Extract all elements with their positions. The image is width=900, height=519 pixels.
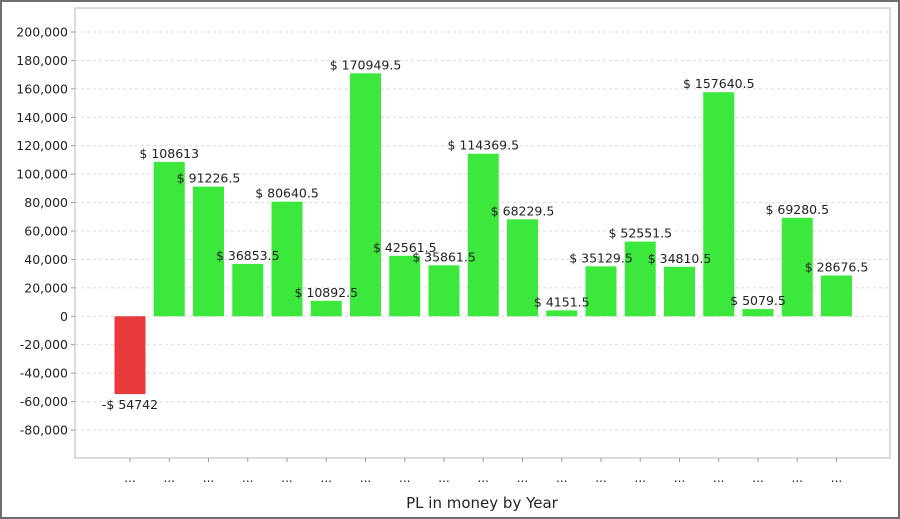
bar[interactable] bbox=[507, 219, 538, 317]
x-tick-label: ... bbox=[752, 471, 763, 485]
bars bbox=[114, 73, 852, 395]
data-label: $ 28676.5 bbox=[805, 260, 869, 275]
y-tick-label: 40,000 bbox=[24, 252, 68, 267]
y-tick-label: -60,000 bbox=[20, 394, 68, 409]
y-tick-label: 160,000 bbox=[16, 81, 68, 96]
data-label: $ 114369.5 bbox=[447, 138, 519, 153]
data-label: $ 5079.5 bbox=[730, 293, 786, 308]
bar[interactable] bbox=[546, 310, 578, 317]
x-tick-label: ... bbox=[242, 471, 253, 485]
x-axis-title: PL in money by Year bbox=[406, 494, 559, 512]
data-label: $ 170949.5 bbox=[330, 57, 402, 72]
data-label: -$ 54742 bbox=[102, 397, 158, 412]
data-label: $ 36853.5 bbox=[216, 248, 280, 263]
data-label: $ 91226.5 bbox=[177, 171, 241, 186]
bar[interactable] bbox=[781, 217, 813, 317]
y-tick-label: 60,000 bbox=[24, 224, 68, 239]
bar[interactable] bbox=[742, 309, 774, 317]
y-tick-label: 140,000 bbox=[16, 110, 68, 125]
y-tick-label: 20,000 bbox=[24, 280, 68, 295]
x-tick-label: ... bbox=[438, 471, 449, 485]
y-tick-label: 80,000 bbox=[24, 195, 68, 210]
bar[interactable] bbox=[467, 153, 499, 317]
bar[interactable] bbox=[821, 275, 852, 317]
x-tick-label: ... bbox=[635, 471, 646, 485]
x-tick-label: ... bbox=[281, 471, 292, 485]
data-label: $ 52551.5 bbox=[608, 226, 672, 241]
data-label: $ 68229.5 bbox=[491, 203, 555, 218]
y-axis-ticks: 200,000 180,000 160,000 140,000 120,000 100,0… bbox=[16, 25, 75, 438]
x-tick-label: ... bbox=[321, 471, 332, 485]
data-label: $ 69280.5 bbox=[765, 202, 829, 217]
bar[interactable] bbox=[193, 186, 224, 317]
bar[interactable] bbox=[153, 161, 185, 317]
data-label: $ 34810.5 bbox=[648, 251, 712, 266]
x-tick-label: ... bbox=[360, 471, 371, 485]
y-tick-label: 180,000 bbox=[16, 53, 68, 68]
data-label: $ 35861.5 bbox=[412, 249, 476, 264]
bar[interactable] bbox=[585, 266, 617, 317]
x-tick-label: ... bbox=[399, 471, 410, 485]
x-tick-label: ... bbox=[124, 471, 135, 485]
y-tick-label: 100,000 bbox=[16, 167, 68, 182]
data-label: $ 157640.5 bbox=[683, 76, 755, 91]
bar[interactable] bbox=[350, 73, 381, 317]
x-tick-label: ... bbox=[713, 471, 724, 485]
bar[interactable] bbox=[271, 201, 303, 317]
bar[interactable] bbox=[428, 265, 460, 317]
x-tick-label: ... bbox=[203, 471, 214, 485]
data-label: $ 10892.5 bbox=[294, 285, 358, 300]
data-label: $ 35129.5 bbox=[569, 250, 633, 265]
y-tick-label: -40,000 bbox=[20, 366, 68, 381]
bar[interactable] bbox=[232, 263, 264, 317]
x-tick-label: ... bbox=[831, 471, 842, 485]
y-tick-label: 120,000 bbox=[16, 138, 68, 153]
bar[interactable] bbox=[664, 266, 695, 317]
x-tick-label: ... bbox=[517, 471, 528, 485]
x-tick-label: ... bbox=[595, 471, 606, 485]
x-axis-ticks: ........................................… bbox=[124, 458, 842, 485]
y-tick-label: 200,000 bbox=[16, 25, 68, 40]
bar[interactable] bbox=[310, 300, 342, 317]
x-tick-label: ... bbox=[792, 471, 803, 485]
x-tick-label: ... bbox=[478, 471, 489, 485]
gridlines bbox=[75, 31, 890, 431]
bar[interactable] bbox=[624, 241, 656, 317]
y-tick-label: 0 bbox=[60, 309, 68, 324]
x-tick-label: ... bbox=[556, 471, 567, 485]
y-tick-label: -80,000 bbox=[20, 423, 68, 438]
data-labels: -$ 54742 $ 108613 $ 91226.5 $ 36853.5 $ 8064… bbox=[102, 57, 868, 412]
y-tick-label: -20,000 bbox=[20, 337, 68, 352]
bar[interactable] bbox=[703, 92, 735, 317]
data-label: $ 42561.5 bbox=[373, 240, 437, 255]
bar[interactable] bbox=[114, 316, 146, 395]
data-label: $ 108613 bbox=[139, 146, 199, 161]
bar[interactable] bbox=[389, 255, 421, 317]
x-tick-label: ... bbox=[674, 471, 685, 485]
data-label: $ 4151.5 bbox=[534, 294, 590, 309]
data-label: $ 80640.5 bbox=[255, 186, 319, 201]
x-tick-label: ... bbox=[164, 471, 175, 485]
